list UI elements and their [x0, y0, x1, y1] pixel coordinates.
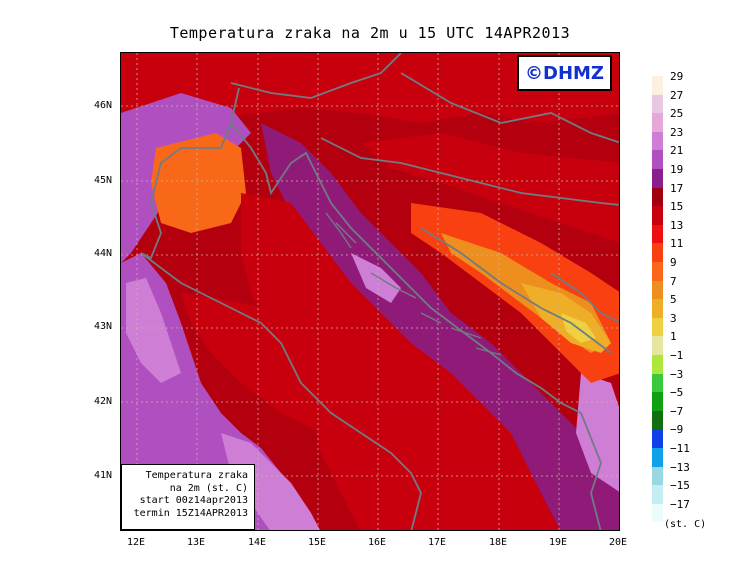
- italy-west-purple: [121, 253, 320, 530]
- colorbar-label: −11: [670, 442, 690, 455]
- colorbar-swatch: [652, 150, 663, 169]
- lon-label: 19E: [548, 537, 568, 548]
- bosnia-south-border: [420, 227, 612, 354]
- colorbar-swatch: [652, 76, 663, 95]
- colorbar-swatch: [652, 410, 663, 430]
- lon-label: 20E: [608, 537, 628, 548]
- colorbar-label: −3: [670, 367, 684, 381]
- colorbar-label: 7: [670, 274, 677, 288]
- graticule: [121, 53, 619, 530]
- lat-label: 44N: [94, 248, 113, 259]
- italy-east-coast: [140, 87, 422, 530]
- lon-label: 17E: [427, 537, 447, 548]
- slovenia-border: [230, 53, 402, 99]
- po-valley-orange: [151, 133, 246, 233]
- colorbar-label: 3: [670, 311, 677, 325]
- colorbar-swatch: [652, 94, 663, 114]
- colorbar-label: 5: [670, 293, 677, 307]
- hungary-border: [400, 72, 619, 144]
- colorbar-label: −1: [670, 349, 684, 362]
- croatian-coast-purple: [261, 123, 619, 530]
- lon-label: 18E: [488, 537, 508, 548]
- northeast-land: [361, 133, 619, 243]
- colorbar-swatch: [652, 317, 663, 337]
- lat-label: 46N: [94, 100, 113, 111]
- colorbar-swatch: [652, 243, 663, 262]
- colorbar-label: 15: [670, 200, 684, 214]
- lon-label: 16E: [367, 537, 387, 548]
- colorbar-swatch: [652, 131, 663, 151]
- colorbar-label: 9: [670, 256, 677, 269]
- info-line-start: start 00z14apr2013: [139, 495, 248, 506]
- info-box: Temperatura zraka na 2m (st. C) start 00…: [121, 464, 255, 530]
- montenegro-lilac: [576, 373, 619, 492]
- colorbar-swatch: [652, 466, 663, 486]
- colorbar-label: −9: [670, 423, 684, 437]
- dalmatia-lilac: [351, 253, 401, 303]
- northern-land-warm: [121, 53, 619, 123]
- info-line-term: termin 15Z14APR2013: [133, 507, 248, 519]
- lon-label: 13E: [186, 537, 206, 548]
- colorbar-swatch: [652, 336, 663, 355]
- colorbar-label: 13: [670, 218, 684, 232]
- colorbar-swatch: [652, 299, 663, 318]
- colorbar-label: 19: [670, 163, 684, 176]
- lat-label: 42N: [94, 396, 113, 407]
- colorbar-swatch: [652, 224, 663, 244]
- istria-coast: [230, 122, 317, 196]
- colorbar-swatch: [652, 503, 663, 523]
- colorbar-swatch: [652, 169, 663, 188]
- serbia-border: [550, 272, 619, 324]
- colorbar-swatch: [652, 448, 663, 467]
- colorbar-label: 17: [670, 181, 684, 195]
- temperature-map: [120, 52, 620, 531]
- colorbar-label: −17: [670, 497, 690, 511]
- colorbar-label: 21: [670, 144, 684, 158]
- info-line-level: na 2m (st. C): [169, 482, 248, 494]
- colorbar-swatch: [652, 113, 663, 132]
- lat-label: 41N: [94, 470, 113, 481]
- colorbar-label: −13: [670, 460, 690, 474]
- albania-coast: [580, 412, 602, 530]
- colorbar-label: 1: [670, 330, 677, 344]
- croatian-coast: [315, 172, 582, 414]
- map-title: Temperatura zraka na 2m u 15 UTC 14APR20…: [169, 24, 571, 42]
- colorbar-swatch: [652, 485, 663, 504]
- info-line-variable: Temperatura zraka: [145, 470, 248, 481]
- coastlines: [140, 53, 619, 530]
- lon-label: 12E: [126, 537, 146, 548]
- italy-west-lilac: [126, 278, 181, 383]
- lon-label: 15E: [307, 537, 327, 548]
- colorbar-swatch: [652, 392, 663, 411]
- colorbar-label: 27: [670, 88, 684, 102]
- colorbar-swatch: [652, 280, 663, 300]
- italy-south-lilac: [221, 433, 320, 530]
- colorbar-label: 29: [670, 70, 684, 83]
- colorbar-swatch: [652, 373, 663, 393]
- colorbar-swatch: [652, 206, 663, 225]
- lat-label: 43N: [94, 321, 113, 332]
- lat-label: 45N: [94, 175, 113, 186]
- colorbar-swatch: [652, 355, 663, 374]
- islands: [325, 212, 502, 356]
- colorbar-swatch: [652, 429, 663, 448]
- colorbar-label: −5: [670, 386, 684, 400]
- colorbar-swatch: [652, 187, 663, 207]
- dhmz-logo: ©DHMZ: [517, 55, 612, 91]
- colorbar-label: 11: [670, 237, 684, 251]
- adriatic-sea: [241, 193, 560, 530]
- lon-label: 14E: [247, 537, 267, 548]
- colorbar-unit: (st. C): [664, 519, 707, 530]
- colorbar-label: −7: [670, 404, 684, 418]
- colorbar-label: −15: [670, 479, 690, 493]
- croatia-bosnia-border: [320, 137, 619, 206]
- colorbar-label: 23: [670, 125, 684, 139]
- colorbar-label: 25: [670, 107, 684, 121]
- colorbar-swatch: [652, 262, 663, 281]
